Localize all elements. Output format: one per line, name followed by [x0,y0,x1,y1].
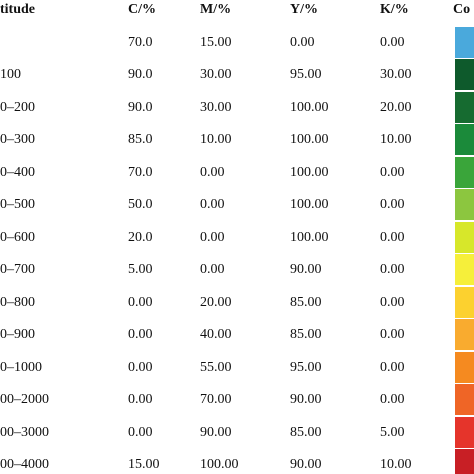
cell: 0.00 [128,392,153,407]
header-cell: C/% [128,2,156,17]
cell: 0.00 [380,327,405,342]
cell: 85.00 [290,424,322,440]
cell: 0.00 [128,359,153,375]
color-swatch [455,26,474,58]
cell: 90.00 [290,457,322,472]
color-swatch [455,449,474,474]
cell: 70.00 [200,392,232,407]
cell: 90.0 [128,67,153,82]
row-label: 0–1000 [0,359,42,375]
row-label: 0–900 [0,327,35,342]
row-label: 0–800 [0,294,35,310]
color-swatch [455,286,474,318]
cell: 0.00 [380,34,405,50]
cell: 0.00 [128,327,153,342]
row-label: 0–500 [0,197,35,212]
cell: 100.00 [290,197,329,212]
cell: 0.00 [290,34,315,50]
cell: 30.00 [200,67,232,82]
header-cell: Co [453,2,471,17]
cell: 100.00 [290,99,329,115]
cell: 0.00 [380,197,405,212]
cell: 10.00 [380,457,412,472]
cell: 15.00 [200,34,232,50]
row-label: 100 [0,67,21,82]
cell: 0.00 [380,392,405,407]
row-label: 0–200 [0,99,35,115]
cell: 95.00 [290,67,322,82]
row-label: 0–600 [0,229,35,245]
cell: 90.0 [128,99,153,115]
cell: 40.00 [200,327,232,342]
color-swatch [455,156,474,188]
cell: 0.00 [380,294,405,310]
color-swatch [455,416,474,448]
header-cell: Y/% [290,2,318,17]
cell: 20.0 [128,229,153,245]
cell: 70.0 [128,164,153,180]
cell: 0.00 [128,294,153,310]
cell: 50.0 [128,197,153,212]
color-swatch [455,221,474,253]
header-cell: K/% [380,2,409,17]
cell: 0.00 [128,424,153,440]
cell: 0.00 [380,359,405,375]
color-swatch [455,124,474,155]
cell: 20.00 [380,99,412,115]
cell: 0.00 [200,229,225,245]
color-swatch [455,59,474,90]
cell: 85.00 [290,294,322,310]
cell: 90.00 [290,392,322,407]
cell: 20.00 [200,294,232,310]
color-swatch [455,91,474,123]
cell: 30.00 [200,99,232,115]
cell: 0.00 [380,164,405,180]
color-swatch [455,384,474,415]
cell: 85.00 [290,327,322,342]
cell: 30.00 [380,67,412,82]
cell: 15.00 [128,457,160,472]
cell: 100.00 [290,164,329,180]
cell: 0.00 [200,164,225,180]
cell: 100.00 [200,457,239,472]
cell: 10.00 [200,132,232,147]
cell: 90.00 [290,262,322,277]
row-label: 00–3000 [0,424,49,440]
cell: 0.00 [380,229,405,245]
row-label: 0–700 [0,262,35,277]
cell: 0.00 [200,197,225,212]
row-label: 0–400 [0,164,35,180]
cell: 0.00 [380,262,405,277]
cell: 70.0 [128,34,153,50]
row-label: 00–4000 [0,457,49,472]
header-cell: M/% [200,2,232,17]
header-cell: titude [0,2,35,17]
cell: 100.00 [290,229,329,245]
color-swatch [455,351,474,383]
cell: 5.00 [128,262,153,277]
cell: 0.00 [200,262,225,277]
cell: 100.00 [290,132,329,147]
cell: 95.00 [290,359,322,375]
row-label: 0–300 [0,132,35,147]
cell: 55.00 [200,359,232,375]
color-swatch [455,189,474,220]
cell: 10.00 [380,132,412,147]
cell: 85.0 [128,132,153,147]
color-swatch [455,254,474,285]
cell: 5.00 [380,424,405,440]
cell: 90.00 [200,424,232,440]
color-swatch [455,319,474,350]
row-label: 00–2000 [0,392,49,407]
